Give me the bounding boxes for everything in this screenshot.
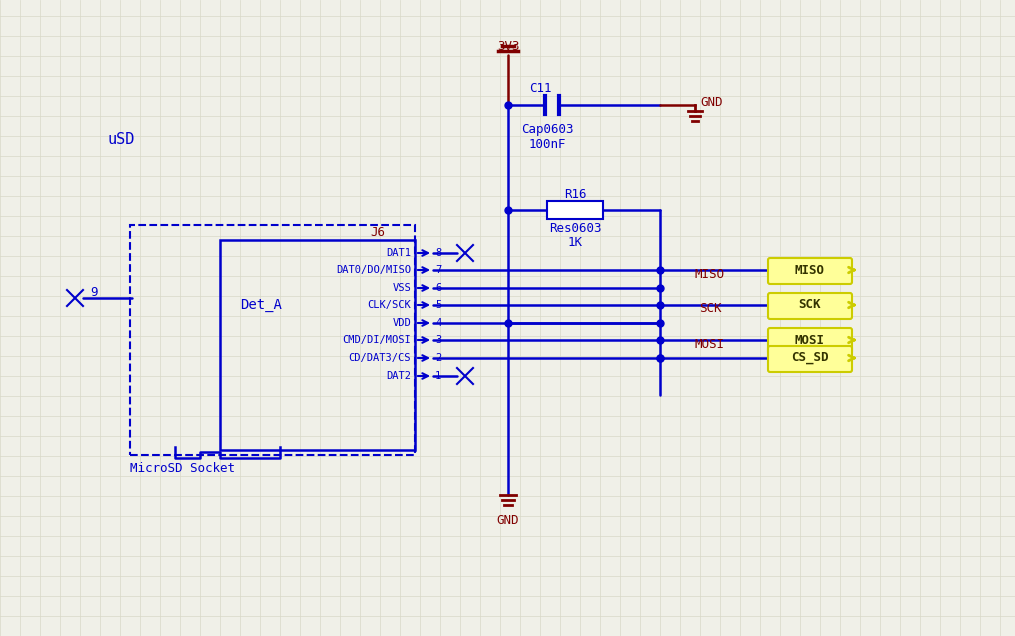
FancyBboxPatch shape — [768, 293, 852, 319]
Text: R16: R16 — [563, 188, 587, 202]
Text: Det_A: Det_A — [240, 298, 282, 312]
Text: 9: 9 — [90, 286, 97, 298]
Text: CS_SD: CS_SD — [792, 352, 829, 364]
Text: C11: C11 — [529, 81, 551, 95]
Text: VDD: VDD — [392, 318, 411, 328]
Bar — [130, 225, 415, 455]
FancyBboxPatch shape — [768, 328, 852, 354]
Text: 8: 8 — [435, 248, 442, 258]
Text: MOSI: MOSI — [795, 333, 825, 347]
Text: Res0603: Res0603 — [549, 221, 601, 235]
Text: 5: 5 — [435, 300, 442, 310]
Text: 1: 1 — [435, 371, 442, 381]
Text: 2: 2 — [435, 353, 442, 363]
Text: DAT0/DO/MISO: DAT0/DO/MISO — [336, 265, 411, 275]
Text: CLK/SCK: CLK/SCK — [367, 300, 411, 310]
Text: MOSI: MOSI — [695, 338, 725, 350]
Text: MISO: MISO — [695, 268, 725, 280]
FancyBboxPatch shape — [768, 258, 852, 284]
Text: 7: 7 — [435, 265, 442, 275]
Text: DAT1: DAT1 — [386, 248, 411, 258]
Text: MicroSD Socket: MicroSD Socket — [130, 462, 235, 474]
Text: Cap0603: Cap0603 — [521, 123, 573, 137]
Bar — [547, 201, 603, 219]
Text: 3: 3 — [435, 335, 442, 345]
Text: VSS: VSS — [392, 283, 411, 293]
Text: 4: 4 — [435, 318, 442, 328]
Text: 3V3: 3V3 — [496, 41, 520, 53]
Text: J6: J6 — [370, 226, 385, 240]
Text: uSD: uSD — [108, 132, 135, 148]
Text: SCK: SCK — [698, 303, 722, 315]
Bar — [220, 240, 415, 450]
Text: CD/DAT3/CS: CD/DAT3/CS — [348, 353, 411, 363]
Text: MISO: MISO — [795, 263, 825, 277]
Text: SCK: SCK — [799, 298, 821, 312]
Text: 6: 6 — [435, 283, 442, 293]
Text: GND: GND — [700, 95, 723, 109]
Text: 1K: 1K — [567, 237, 583, 249]
Text: GND: GND — [496, 513, 520, 527]
Text: 100nF: 100nF — [528, 139, 565, 151]
Text: DAT2: DAT2 — [386, 371, 411, 381]
Text: CMD/DI/MOSI: CMD/DI/MOSI — [342, 335, 411, 345]
FancyBboxPatch shape — [768, 346, 852, 372]
